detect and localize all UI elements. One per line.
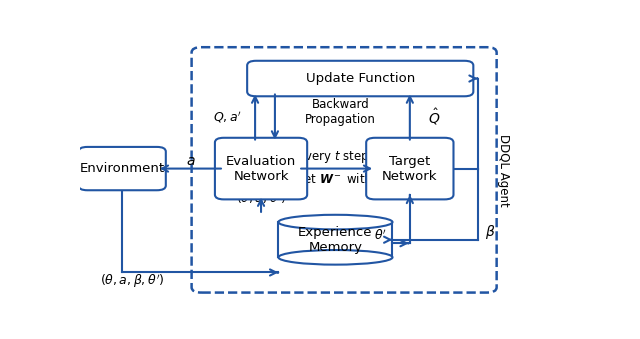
Ellipse shape bbox=[278, 215, 392, 230]
Text: Evaluation
Network: Evaluation Network bbox=[226, 155, 296, 183]
Text: Every $t$ steps: Every $t$ steps bbox=[298, 149, 376, 165]
Text: $\hat{Q}$: $\hat{Q}$ bbox=[428, 107, 441, 127]
Text: Environment: Environment bbox=[79, 162, 164, 175]
Text: $\theta'$: $\theta'$ bbox=[374, 228, 387, 243]
Text: $\beta$: $\beta$ bbox=[485, 223, 495, 241]
Text: $(\theta, a, \theta')$: $(\theta, a, \theta')$ bbox=[236, 190, 286, 205]
FancyBboxPatch shape bbox=[247, 61, 474, 96]
Text: $a$: $a$ bbox=[186, 154, 195, 168]
FancyBboxPatch shape bbox=[215, 138, 307, 199]
Bar bbox=[278, 222, 392, 257]
Text: $Q, a'$: $Q, a'$ bbox=[213, 109, 242, 125]
Text: Target
Network: Target Network bbox=[382, 155, 438, 183]
Text: Experience
Memory: Experience Memory bbox=[298, 226, 372, 254]
FancyBboxPatch shape bbox=[366, 138, 454, 199]
Text: Backward
Propagation: Backward Propagation bbox=[305, 98, 376, 126]
Text: $(\theta, a, \beta, \theta')$: $(\theta, a, \beta, \theta')$ bbox=[100, 273, 164, 291]
FancyBboxPatch shape bbox=[79, 147, 166, 190]
Text: DDQL Agent: DDQL Agent bbox=[497, 134, 509, 206]
Text: Update Function: Update Function bbox=[306, 72, 415, 85]
Ellipse shape bbox=[278, 250, 392, 265]
Text: Reset $\boldsymbol{W}^-$ with $\boldsymbol{W}$: Reset $\boldsymbol{W}^-$ with $\boldsymb… bbox=[282, 172, 391, 185]
